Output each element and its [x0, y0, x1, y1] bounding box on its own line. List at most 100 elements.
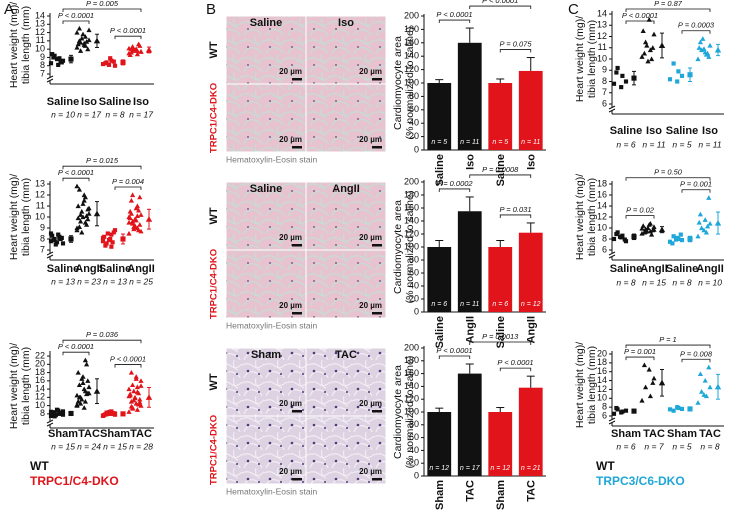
data-point — [701, 392, 707, 397]
y-tick-label: 100 — [404, 77, 419, 87]
significance-bracket — [438, 188, 471, 192]
y-tick-label: 200 — [404, 176, 419, 186]
data-point — [126, 386, 132, 392]
data-point — [109, 409, 114, 414]
data-point — [639, 225, 645, 231]
data-point — [127, 215, 133, 221]
n-label: n = 8 — [672, 277, 691, 287]
data-point — [679, 238, 685, 243]
data-point — [705, 223, 711, 229]
data-point — [667, 77, 673, 82]
data-point — [643, 229, 649, 234]
scale-bar — [372, 78, 382, 81]
data-point — [79, 208, 85, 214]
micrograph — [226, 16, 306, 84]
y-tick-label: 6 — [602, 244, 607, 254]
data-point — [136, 401, 142, 407]
y-tick-label: 8 — [602, 402, 607, 412]
p-value-label: P = 0.0008 — [482, 165, 519, 174]
scale-label: 20 µm — [359, 135, 382, 144]
data-point — [80, 380, 86, 385]
y-tick-label: 0 — [414, 144, 419, 154]
y-axis-label: tibia length (mm) — [586, 20, 598, 98]
y-tick-label: 13 — [597, 20, 607, 30]
significance-bracket — [625, 344, 711, 349]
n-label: n = 8 — [616, 277, 635, 287]
x-tick-label: Sham — [434, 480, 446, 510]
y-tick-label: 0 — [414, 470, 419, 480]
x-tick-label: Saline — [47, 263, 79, 275]
n-label: n = 12 — [521, 301, 541, 308]
mean-marker — [68, 236, 74, 242]
micrograph — [306, 348, 386, 416]
y-tick-label: 120 — [404, 64, 419, 74]
data-point — [675, 405, 680, 410]
data-point — [695, 56, 701, 62]
significance-bracket — [625, 177, 711, 181]
significance-bracket — [114, 35, 142, 40]
x-tick-label: Iso — [133, 96, 149, 108]
y-tick-label: 22 — [35, 350, 45, 360]
y-tick-label: 160 — [404, 202, 419, 212]
significance-bracket — [469, 174, 532, 178]
column-header: Saline — [250, 183, 282, 195]
axis-break — [608, 251, 616, 259]
y-tick-label: 20 — [409, 458, 419, 468]
mean-marker — [120, 411, 126, 417]
x-tick-label: AngII — [465, 316, 477, 344]
n-label: n = 11 — [521, 139, 540, 146]
scale-bar — [372, 410, 382, 413]
data-point — [641, 50, 647, 56]
y-axis-label: tibia length (mm) — [20, 178, 32, 256]
p-value-label: P = 0.50 — [654, 168, 683, 177]
data-point — [86, 211, 92, 216]
data-point — [651, 31, 657, 37]
data-point — [100, 235, 106, 240]
data-point — [128, 197, 134, 203]
significance-bracket — [625, 20, 655, 24]
data-point — [131, 226, 137, 232]
y-tick-label: 12 — [597, 211, 607, 221]
y-tick-label: 12 — [35, 392, 45, 402]
data-point — [126, 409, 132, 414]
data-point — [128, 369, 134, 375]
data-point — [60, 409, 66, 414]
scale-bar — [372, 146, 382, 149]
data-point — [57, 235, 62, 240]
n-label: n = 28 — [129, 441, 153, 451]
data-point — [100, 61, 106, 67]
data-point — [706, 364, 712, 370]
y-tick-label: 9 — [40, 52, 45, 62]
data-point — [109, 244, 114, 249]
data-point — [675, 79, 680, 84]
data-point — [100, 239, 106, 244]
y-tick-label: 14 — [597, 200, 607, 210]
n-label: n = 11 — [698, 139, 722, 149]
y-axis-label: (% normalized to saline) — [404, 356, 416, 469]
y-tick-label: 160 — [404, 37, 419, 47]
scale-label: 20 µm — [279, 135, 302, 144]
data-point — [134, 384, 140, 390]
data-point — [51, 238, 56, 243]
y-tick-label: 14 — [597, 375, 607, 385]
significance-bracket — [681, 189, 711, 193]
significance-bracket — [469, 5, 532, 10]
n-label: n = 21 — [521, 465, 541, 472]
data-point — [128, 398, 134, 404]
p-value-label: P = 0.0013 — [482, 332, 519, 341]
data-point — [641, 362, 647, 368]
p-value-label: P = 0.001 — [624, 347, 656, 356]
y-tick-label: 20 — [409, 131, 419, 141]
p-value-label: P < 0.0001 — [58, 342, 94, 351]
p-value-label: P < 0.0001 — [110, 26, 146, 35]
data-point — [640, 28, 646, 33]
scale-bar — [292, 78, 302, 81]
p-value-label: P = 0.005 — [86, 0, 119, 8]
y-tick-label: 16 — [597, 189, 607, 199]
data-point — [48, 61, 54, 66]
bar — [518, 387, 543, 476]
data-point — [76, 186, 82, 192]
data-point — [80, 31, 86, 37]
row-label: TRPC1/C4-DKO — [209, 415, 220, 485]
mean-marker — [93, 210, 101, 217]
